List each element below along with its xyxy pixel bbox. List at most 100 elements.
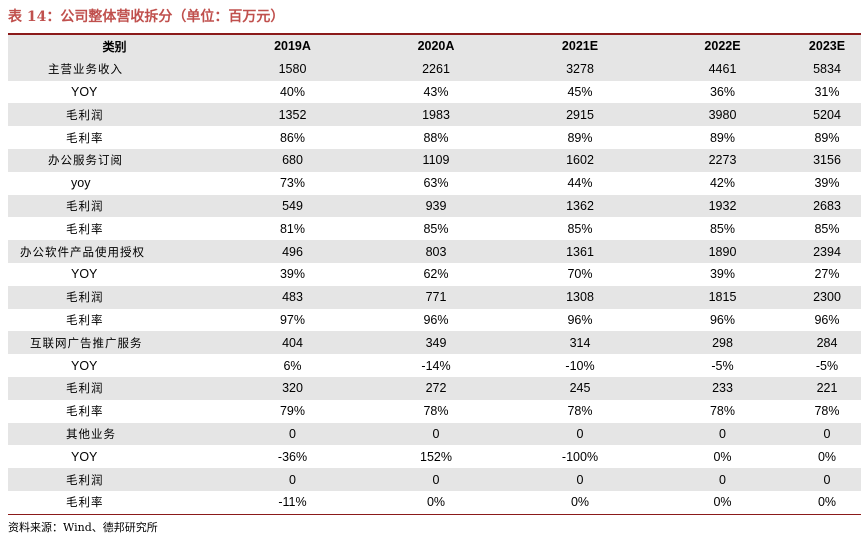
value-cell: 1352 [221,103,364,127]
row-category-cell: 办公软件产品使用授权 [8,240,221,263]
table-row: 其他业务 0 0 0 0 0 [8,422,861,446]
value-cell: 63% [423,176,449,191]
header-year: 2020A [364,35,508,58]
table-body: 主营业务收入 1580 2261 3278 4461 5834 YOY 40% 43% 45% 36… [8,57,861,514]
value-cell: 85% [423,221,449,236]
value-cell: 39% [709,267,736,282]
value-cell: 2683 [793,194,861,218]
value-cell: 771 [364,285,508,309]
value-cell: 1109 [364,148,508,172]
revenue-table-container: 类别 2019A 2020A 2021E 2022E 2023E 主营业务收入 1580 22… [8,33,861,515]
value-cell: 939 [364,194,508,218]
value-cell: 78% [709,404,736,419]
source-note: 资料来源：Wind、德邦研究所 [8,521,158,534]
table-row: 办公服务订阅 680 1109 1602 2273 3156 [8,148,861,172]
value-cell: 73% [279,176,306,191]
row-category-cell: 其他业务 [8,422,221,446]
value-cell: -36% [277,449,308,464]
value-cell: -11% [278,495,307,510]
value-cell: 89% [709,130,736,145]
value-cell: 0 [793,422,861,446]
row-category-cell: 毛利润 [8,468,221,491]
row-category-cell: 毛利率 [66,404,104,419]
value-cell: 0% [817,449,837,464]
table-row: 毛利润 549 939 1362 1932 2683 [8,194,861,218]
value-cell: 3278 [508,57,652,81]
value-cell: 1361 [508,240,652,263]
value-cell: 272 [364,376,508,400]
row-category-cell: 毛利润 [8,103,221,127]
table-bottom-rule [8,513,861,515]
value-cell: 36% [709,84,736,99]
row-category-cell: YOY [71,358,98,373]
value-cell: 2915 [508,103,652,127]
row-category-cell: 毛利润 [8,376,221,400]
row-category-cell: YOY [71,84,98,99]
value-cell: 79% [279,404,306,419]
value-cell: 152% [420,449,452,464]
value-cell: 78% [423,404,449,419]
value-cell: 85% [709,221,736,236]
value-cell: 0 [652,422,793,446]
value-cell: 0% [426,495,446,510]
header-year: 2023E [793,35,861,58]
row-category-cell: YOY [71,267,98,282]
value-cell: 314 [508,331,652,355]
value-cell: 96% [567,312,593,327]
value-cell: 803 [364,240,508,263]
row-category-cell: 主营业务收入 [8,57,221,81]
value-cell: 44% [567,176,593,191]
value-cell: 70% [567,267,593,282]
row-category-cell: yoy [71,176,91,191]
table-row: 互联网广告推广服务 404 349 314 298 284 [8,331,861,355]
table-row: 毛利率 79% 78% 78% 78% 78% [8,400,861,423]
value-cell: 1602 [508,148,652,172]
value-cell: 221 [793,376,861,400]
value-cell: 0 [364,422,508,446]
value-cell: 86% [279,130,306,145]
table-row: 毛利率 97% 96% 96% 96% 96% [8,309,861,332]
value-cell: 0 [364,468,508,491]
value-cell: 1308 [508,285,652,309]
value-cell: 78% [567,404,593,419]
value-cell: 6% [283,358,302,373]
value-cell: 0% [817,495,837,510]
value-cell: 0 [793,468,861,491]
row-category-cell: 毛利率 [66,221,104,236]
value-cell: 1983 [364,103,508,127]
table-row: YOY 6% -14% -10% -5% -5% [8,354,861,377]
value-cell: 88% [423,130,449,145]
value-cell: 0 [652,468,793,491]
table-row: YOY -36% 152% -100% 0% 0% [8,445,861,468]
value-cell: 2300 [793,285,861,309]
value-cell: -14% [421,358,451,373]
value-cell: 31% [814,84,840,99]
value-cell: 97% [279,312,306,327]
value-cell: 42% [709,176,736,191]
value-cell: 0 [221,422,364,446]
value-cell: 5204 [793,103,861,127]
row-category-cell: 毛利润 [8,194,221,218]
value-cell: 1362 [508,194,652,218]
table-row: 主营业务收入 1580 2261 3278 4461 5834 [8,57,861,81]
value-cell: 1932 [652,194,793,218]
row-category-cell: 毛利率 [66,130,104,145]
value-cell: 0 [221,468,364,491]
value-cell: 27% [814,267,840,282]
value-cell: 85% [814,221,840,236]
row-category-cell: 毛利率 [66,495,104,510]
table-header-row: 类别 2019A 2020A 2021E 2022E 2023E [8,35,861,58]
table-row: 毛利润 320 272 245 233 221 [8,376,861,400]
value-cell: 680 [221,148,364,172]
value-cell: -5% [711,358,734,373]
value-cell: 1580 [221,57,364,81]
table-top-rule [8,33,861,35]
value-cell: 549 [221,194,364,218]
header-year: 2019A [221,35,364,58]
value-cell: 349 [364,331,508,355]
value-cell: 81% [279,221,306,236]
header-category: 类别 [8,35,221,58]
table-row: 毛利率 -11% 0% 0% 0% 0% [8,491,861,514]
row-category-cell: 毛利率 [66,312,104,327]
value-cell: 85% [567,221,593,236]
